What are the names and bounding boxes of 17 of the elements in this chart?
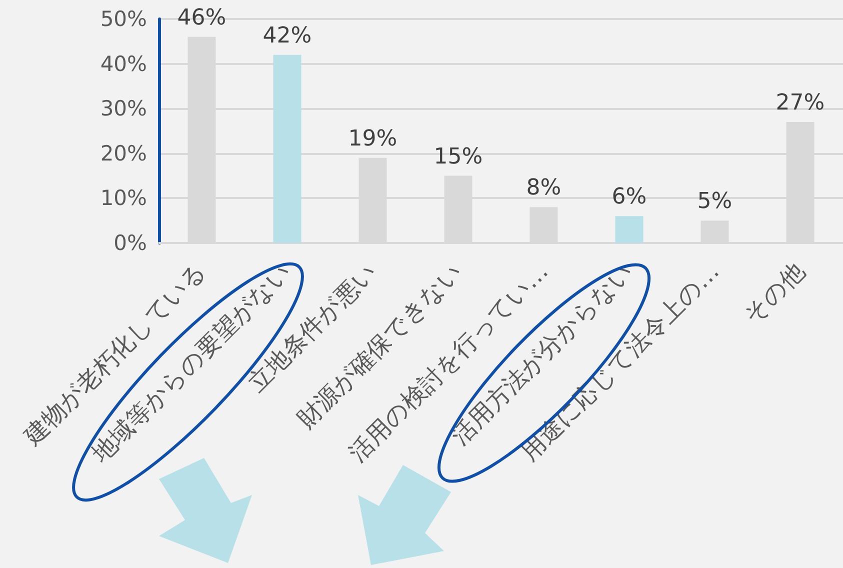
data-label: 15%: [434, 144, 483, 170]
y-tick-label: 50%: [100, 7, 147, 31]
data-label: 8%: [526, 176, 562, 201]
bar: [273, 54, 302, 243]
y-tick-label: 30%: [100, 96, 147, 121]
data-label: 6%: [612, 184, 647, 210]
data-label: 5%: [697, 189, 732, 214]
data-label: 42%: [262, 23, 312, 48]
y-tick-label: 10%: [100, 186, 147, 210]
bar: [615, 216, 644, 243]
data-label: 27%: [776, 90, 825, 116]
data-label: 46%: [177, 5, 226, 30]
y-tick-label: 0%: [114, 231, 147, 255]
y-tick-label: 20%: [100, 141, 147, 166]
data-label: 19%: [348, 126, 398, 152]
y-tick-label: 40%: [100, 52, 147, 76]
x-tick-label: その他: [738, 257, 810, 330]
